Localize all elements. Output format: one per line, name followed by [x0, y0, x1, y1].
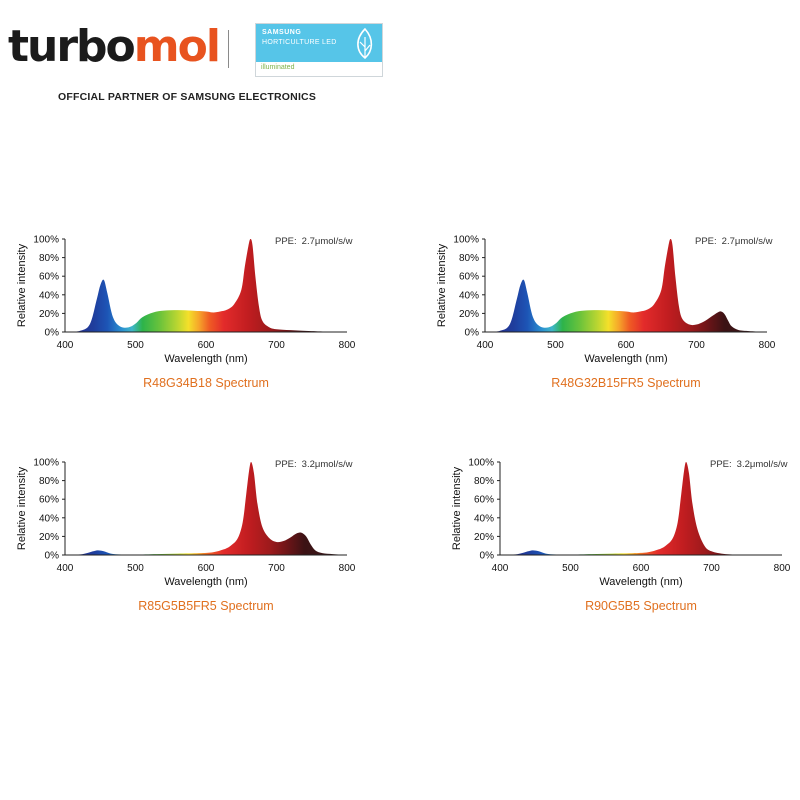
logo-text-part1: turbo — [8, 21, 136, 72]
ppe-annotation: PPE: 3.2μmol/s/w — [710, 459, 788, 470]
spectrum-chart-3: Relative intensity 0% 20% 40% 60% 80% 10… — [16, 458, 356, 614]
spectrum-area — [65, 461, 347, 555]
ppe-value: 3.2μmol/s/w — [737, 459, 788, 470]
x-axis-title: Wavelength (nm) — [164, 576, 247, 588]
y-tick-label: 0% — [480, 551, 495, 562]
ppe-value: 2.7μmol/s/w — [302, 236, 353, 247]
x-tick-labels: 400 500 600 700 800 — [492, 563, 791, 574]
x-tick-label: 600 — [198, 563, 215, 574]
y-tick-label: 100% — [468, 458, 494, 469]
spectrum-chart-4: Relative intensity 0% 20% 40% 60% 80% 10… — [451, 458, 791, 614]
spectrum-area — [65, 238, 347, 332]
y-tick-label: 40% — [474, 513, 494, 524]
x-tick-label: 700 — [703, 563, 720, 574]
y-tick-label: 20% — [39, 309, 59, 320]
ppe-label: PPE: — [710, 459, 732, 470]
ppe-annotation: PPE: 2.7μmol/s/w — [695, 236, 773, 247]
y-tick-labels: 0% 20% 40% 60% 80% 100% — [468, 458, 494, 562]
x-tick-label: 400 — [57, 340, 74, 351]
y-tick-label: 60% — [39, 272, 59, 283]
spectrum-panel-3: Relative intensity 0% 20% 40% 60% 80% 10… — [10, 448, 370, 623]
y-tick-label: 80% — [39, 253, 59, 264]
y-tick-label: 0% — [45, 328, 60, 339]
spectrum-chart-2: Relative intensity 0% 20% 40% 60% 80% 10… — [436, 235, 776, 391]
spectrum-panel-4: Relative intensity 0% 20% 40% 60% 80% 10… — [445, 448, 795, 623]
y-tick-labels: 0% 20% 40% 60% 80% 100% — [33, 235, 59, 339]
ppe-value: 3.2μmol/s/w — [302, 459, 353, 470]
y-tick-label: 20% — [474, 532, 494, 543]
x-tick-label: 600 — [618, 340, 635, 351]
ppe-annotation: PPE: 3.2μmol/s/w — [275, 459, 353, 470]
x-tick-labels: 400 500 600 700 800 — [477, 340, 776, 351]
x-tick-label: 600 — [198, 340, 215, 351]
spectrum-panel-2: Relative intensity 0% 20% 40% 60% 80% 10… — [430, 225, 790, 400]
y-tick-label: 0% — [45, 551, 60, 562]
y-axis-title: Relative intensity — [436, 243, 448, 327]
x-tick-label: 800 — [339, 340, 356, 351]
x-tick-label: 400 — [477, 340, 494, 351]
spectrum-caption: R90G5B5 Spectrum — [585, 599, 697, 613]
spectrum-caption: R85G5B5FR5 Spectrum — [138, 599, 273, 613]
y-axis-title: Relative intensity — [16, 243, 28, 327]
y-tick-label: 20% — [39, 532, 59, 543]
x-tick-label: 500 — [127, 340, 144, 351]
y-tick-label: 40% — [459, 290, 479, 301]
y-tick-label: 60% — [39, 495, 59, 506]
badge-line1: SAMSUNG — [262, 29, 302, 36]
x-tick-labels: 400 500 600 700 800 — [57, 563, 356, 574]
x-tick-label: 700 — [268, 340, 285, 351]
spectrum-panel-1: Relative intensity 0% 20% 40% 60% 80% 10… — [10, 225, 370, 400]
y-tick-labels: 0% 20% 40% 60% 80% 100% — [453, 235, 479, 339]
spectrum-caption: R48G32B15FR5 Spectrum — [551, 376, 700, 390]
ppe-label: PPE: — [275, 236, 297, 247]
x-tick-label: 700 — [268, 563, 285, 574]
x-tick-label: 500 — [127, 563, 144, 574]
partner-text: OFFCIAL PARTNER OF SAMSUNG ELECTRONICS — [58, 91, 317, 103]
x-tick-label: 600 — [633, 563, 650, 574]
y-tick-label: 80% — [474, 476, 494, 487]
samsung-horticulture-badge: SAMSUNG HORTICULTURE LED illuminated — [255, 23, 383, 77]
y-tick-label: 60% — [474, 495, 494, 506]
spectrum-chart-1: Relative intensity 0% 20% 40% 60% 80% 10… — [16, 235, 356, 391]
y-tick-label: 100% — [33, 458, 59, 469]
logo-divider — [228, 30, 229, 68]
x-axis-title: Wavelength (nm) — [599, 576, 682, 588]
y-tick-label: 40% — [39, 513, 59, 524]
turbomol-logo: turbomol — [8, 21, 221, 72]
ppe-label: PPE: — [275, 459, 297, 470]
x-tick-label: 800 — [759, 340, 776, 351]
x-tick-label: 500 — [547, 340, 564, 351]
spectrum-area — [485, 238, 767, 332]
page-header: turbomol SAMSUNG HORTICULTURE LED illumi… — [0, 0, 800, 120]
y-tick-label: 0% — [465, 328, 480, 339]
y-tick-labels: 0% 20% 40% 60% 80% 100% — [33, 458, 59, 562]
x-tick-label: 800 — [339, 563, 356, 574]
logo-text-part2: mol — [133, 21, 221, 72]
y-tick-label: 100% — [453, 235, 479, 246]
y-tick-label: 40% — [39, 290, 59, 301]
leaf-icon — [357, 27, 373, 60]
spectrum-caption: R48G34B18 Spectrum — [143, 376, 269, 390]
x-tick-label: 700 — [688, 340, 705, 351]
ppe-label: PPE: — [695, 236, 717, 247]
spectrum-area — [500, 461, 782, 555]
badge-line2: HORTICULTURE LED — [262, 39, 337, 46]
y-tick-label: 60% — [459, 272, 479, 283]
x-tick-label: 800 — [774, 563, 791, 574]
ppe-value: 2.7μmol/s/w — [722, 236, 773, 247]
badge-line3: illuminated — [261, 64, 295, 71]
x-axis-title: Wavelength (nm) — [584, 353, 667, 365]
y-tick-label: 100% — [33, 235, 59, 246]
x-tick-label: 400 — [57, 563, 74, 574]
x-tick-label: 500 — [562, 563, 579, 574]
x-tick-label: 400 — [492, 563, 509, 574]
x-tick-labels: 400 500 600 700 800 — [57, 340, 356, 351]
ppe-annotation: PPE: 2.7μmol/s/w — [275, 236, 353, 247]
y-tick-label: 80% — [459, 253, 479, 264]
y-tick-label: 80% — [39, 476, 59, 487]
y-tick-label: 20% — [459, 309, 479, 320]
y-axis-title: Relative intensity — [451, 466, 463, 550]
y-axis-title: Relative intensity — [16, 466, 28, 550]
x-axis-title: Wavelength (nm) — [164, 353, 247, 365]
